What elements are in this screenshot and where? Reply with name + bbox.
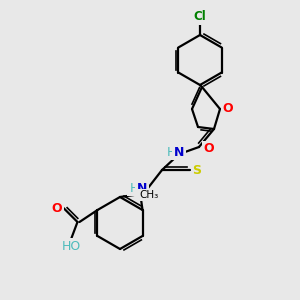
Text: O: O (51, 202, 62, 214)
Text: N: N (137, 182, 147, 194)
Text: H: H (129, 182, 139, 194)
Text: O: O (223, 103, 233, 116)
Text: Cl: Cl (194, 11, 206, 23)
Text: HO: HO (62, 239, 81, 253)
Text: H: H (166, 146, 176, 158)
Text: S: S (193, 164, 202, 176)
Text: CH₃: CH₃ (139, 190, 158, 200)
Text: N: N (174, 146, 184, 158)
Text: O: O (204, 142, 214, 155)
